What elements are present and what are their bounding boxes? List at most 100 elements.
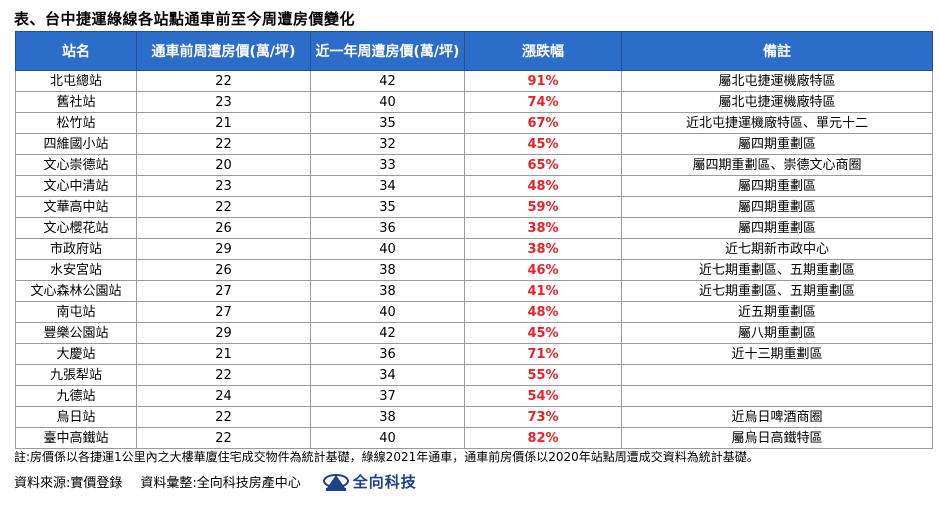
cell-station: 烏日站 xyxy=(15,406,137,428)
header-station: 站名 xyxy=(15,31,137,71)
cell-before: 21 xyxy=(136,112,311,134)
cell-station: 九德站 xyxy=(15,385,137,407)
cell-note: 屬北屯捷運機廠特區 xyxy=(621,70,933,92)
cell-change: 46% xyxy=(464,259,622,281)
cell-note: 近七期重劃區、五期重劃區 xyxy=(621,280,933,302)
cell-recent: 38 xyxy=(310,280,465,302)
cell-recent: 40 xyxy=(310,238,465,260)
cell-station: 大慶站 xyxy=(15,343,137,365)
cell-before: 20 xyxy=(136,154,311,176)
cell-change: 65% xyxy=(464,154,622,176)
cell-station: 文華高中站 xyxy=(15,196,137,218)
table-row: 九張犁站 22 34 55% xyxy=(15,364,933,386)
header-price-before: 通車前周遭房價(萬/坪) xyxy=(136,31,311,71)
cell-station: 九張犁站 xyxy=(15,364,137,386)
cell-note: 近七期重劃區、五期重劃區 xyxy=(621,259,933,281)
cell-note: 屬四期重劃區 xyxy=(621,133,933,155)
cell-change: 38% xyxy=(464,217,622,239)
table-row: 文心櫻花站 26 36 38% 屬四期重劃區 xyxy=(15,217,933,239)
cell-recent: 35 xyxy=(310,112,465,134)
cell-change: 71% xyxy=(464,343,622,365)
cell-recent: 36 xyxy=(310,343,465,365)
cell-before: 27 xyxy=(136,301,311,323)
footnote: 註:房價係以各捷運1公里內之大樓華廈住宅成交物件為統計基礎，綠線2021年通車，… xyxy=(14,450,759,464)
header-price-recent: 近一年周遭房價(萬/坪) xyxy=(310,31,465,71)
table-row: 烏日站 22 38 73% 近烏日啤酒商圈 xyxy=(15,406,933,428)
cell-change: 82% xyxy=(464,427,622,449)
cell-before: 22 xyxy=(136,70,311,92)
cell-before: 23 xyxy=(136,91,311,113)
cell-station: 文心森林公園站 xyxy=(15,280,137,302)
cell-before: 23 xyxy=(136,175,311,197)
cell-change: 45% xyxy=(464,322,622,344)
cell-station: 四維國小站 xyxy=(15,133,137,155)
source-footer: 資料來源:實價登錄 資料彙整:全向科技房產中心 全向科技 xyxy=(14,471,417,492)
cell-before: 29 xyxy=(136,322,311,344)
cell-before: 22 xyxy=(136,364,311,386)
table-row: 文心崇德站 20 33 65% 屬四期重劃區、崇德文心商圈 xyxy=(15,154,933,176)
cell-before: 24 xyxy=(136,385,311,407)
cell-note: 屬四期重劃區、崇德文心商圈 xyxy=(621,154,933,176)
cell-recent: 32 xyxy=(310,133,465,155)
table-header-row: 站名 通車前周遭房價(萬/坪) 近一年周遭房價(萬/坪) 漲跌幅 備註 xyxy=(15,31,933,71)
cell-note: 屬四期重劃區 xyxy=(621,217,933,239)
cell-recent: 33 xyxy=(310,154,465,176)
cell-station: 文心崇德站 xyxy=(15,154,137,176)
data-source: 資料來源:實價登錄 xyxy=(14,476,123,491)
cell-change: 48% xyxy=(464,301,622,323)
table-row: 豐樂公園站 29 42 45% 屬八期重劃區 xyxy=(15,322,933,344)
cell-recent: 37 xyxy=(310,385,465,407)
cell-recent: 38 xyxy=(310,406,465,428)
cell-before: 22 xyxy=(136,406,311,428)
cell-note: 屬八期重劃區 xyxy=(621,322,933,344)
cell-recent: 40 xyxy=(310,301,465,323)
logo-text: 全向科技 xyxy=(352,473,417,491)
cell-recent: 42 xyxy=(310,322,465,344)
cell-recent: 36 xyxy=(310,217,465,239)
table-body: 北屯總站 22 42 91% 屬北屯捷運機廠特區 舊社站 23 40 74% 屬北屯捷運機廠特區… xyxy=(15,70,933,449)
cell-before: 27 xyxy=(136,280,311,302)
cell-note: 屬四期重劃區 xyxy=(621,175,933,197)
cell-station: 市政府站 xyxy=(15,238,137,260)
cell-before: 26 xyxy=(136,259,311,281)
cell-note: 近北屯捷運機廠特區、單元十二 xyxy=(621,112,933,134)
cell-change: 74% xyxy=(464,91,622,113)
cell-recent: 34 xyxy=(310,175,465,197)
cell-recent: 34 xyxy=(310,364,465,386)
table-row: 市政府站 29 40 38% 近七期新市政中心 xyxy=(15,238,933,260)
header-change: 漲跌幅 xyxy=(464,31,622,71)
logo-icon xyxy=(322,473,349,491)
table-row: 水安宮站 26 38 46% 近七期重劃區、五期重劃區 xyxy=(15,259,933,281)
cell-station: 南屯站 xyxy=(15,301,137,323)
cell-recent: 40 xyxy=(310,91,465,113)
cell-change: 59% xyxy=(464,196,622,218)
cell-change: 41% xyxy=(464,280,622,302)
cell-note: 近烏日啤酒商圈 xyxy=(621,406,933,428)
cell-note: 近七期新市政中心 xyxy=(621,238,933,260)
cell-note xyxy=(621,364,933,386)
company-logo: 全向科技 xyxy=(322,471,417,492)
cell-recent: 42 xyxy=(310,70,465,92)
cell-before: 22 xyxy=(136,196,311,218)
cell-station: 水安宮站 xyxy=(15,259,137,281)
table-row: 臺中高鐵站 22 40 82% 屬烏日高鐵特區 xyxy=(15,427,933,449)
cell-recent: 35 xyxy=(310,196,465,218)
cell-change: 54% xyxy=(464,385,622,407)
header-note: 備註 xyxy=(621,31,933,71)
cell-recent: 40 xyxy=(310,427,465,449)
cell-recent: 38 xyxy=(310,259,465,281)
cell-change: 91% xyxy=(464,70,622,92)
cell-station: 文心中清站 xyxy=(15,175,137,197)
table-row: 文華高中站 22 35 59% 屬四期重劃區 xyxy=(15,196,933,218)
cell-note: 屬北屯捷運機廠特區 xyxy=(621,91,933,113)
cell-change: 73% xyxy=(464,406,622,428)
table-row: 四維國小站 22 32 45% 屬四期重劃區 xyxy=(15,133,933,155)
cell-station: 舊社站 xyxy=(15,91,137,113)
table-row: 南屯站 27 40 48% 近五期重劃區 xyxy=(15,301,933,323)
table-row: 舊社站 23 40 74% 屬北屯捷運機廠特區 xyxy=(15,91,933,113)
cell-station: 臺中高鐵站 xyxy=(15,427,137,449)
cell-note: 屬烏日高鐵特區 xyxy=(621,427,933,449)
table-row: 文心中清站 23 34 48% 屬四期重劃區 xyxy=(15,175,933,197)
cell-station: 豐樂公園站 xyxy=(15,322,137,344)
cell-station: 北屯總站 xyxy=(15,70,137,92)
